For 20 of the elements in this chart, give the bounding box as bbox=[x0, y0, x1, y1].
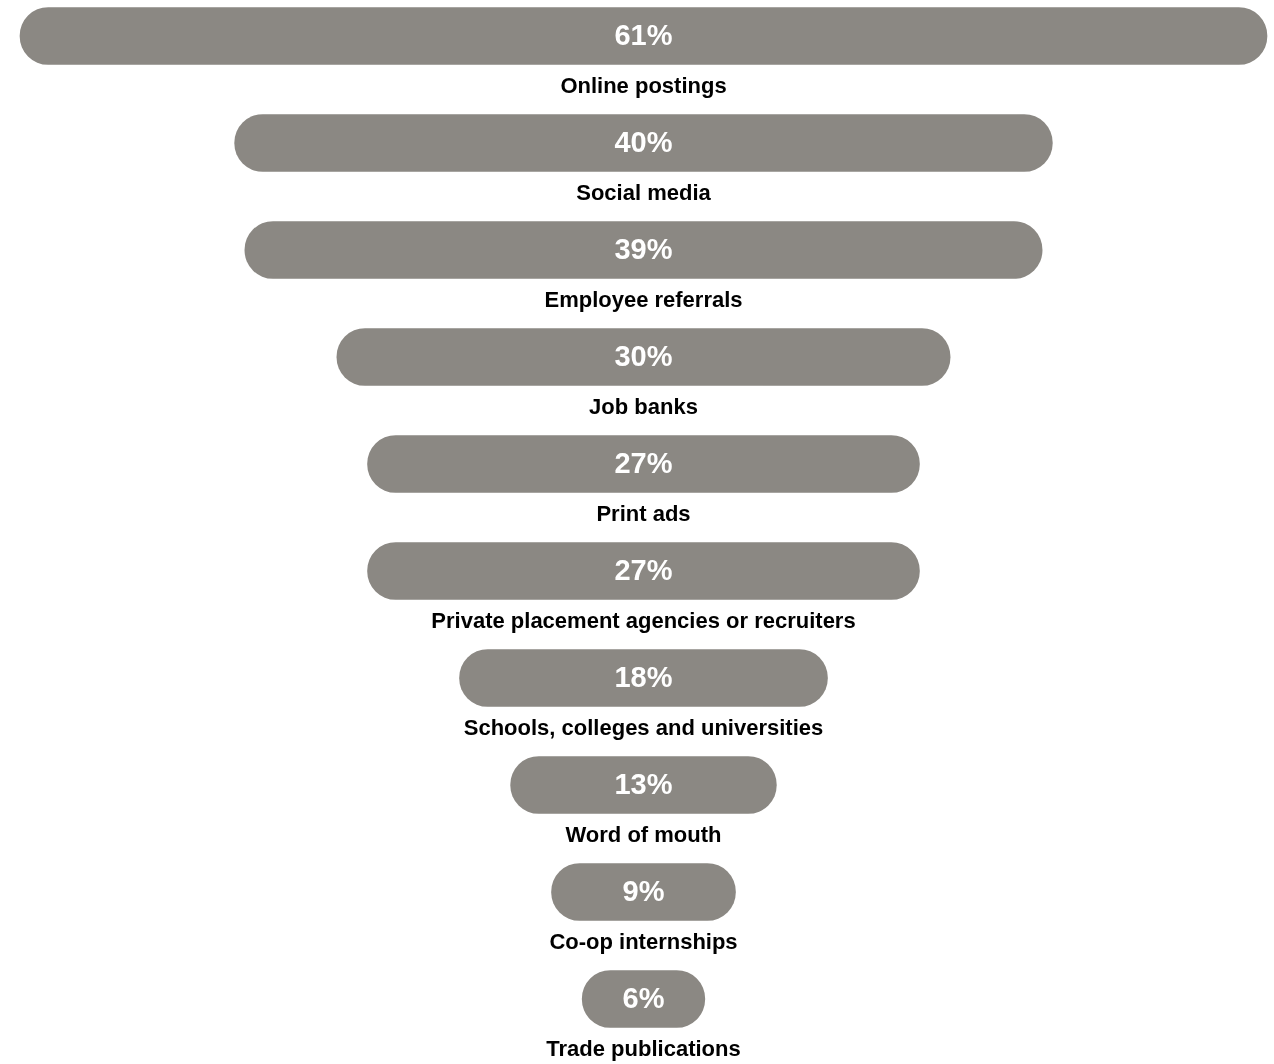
data-label: 27% bbox=[614, 447, 673, 479]
category-label: Co-op internships bbox=[549, 929, 738, 955]
data-label: 30% bbox=[614, 340, 673, 372]
category-label: Private placement agencies or recruiters bbox=[431, 608, 856, 634]
category-label: Trade publications bbox=[546, 1036, 741, 1062]
data-label: 18% bbox=[614, 661, 673, 693]
data-label: 13% bbox=[614, 768, 673, 800]
data-label: 9% bbox=[622, 875, 665, 907]
category-label: Print ads bbox=[596, 501, 691, 527]
data-label: 40% bbox=[614, 126, 673, 158]
category-label: Employee referrals bbox=[544, 287, 743, 313]
category-label: Word of mouth bbox=[565, 822, 722, 848]
category-label: Job banks bbox=[589, 394, 698, 420]
category-label: Social media bbox=[576, 180, 712, 206]
data-label: 61% bbox=[614, 19, 673, 51]
category-label: Online postings bbox=[560, 73, 727, 99]
data-label: 6% bbox=[622, 982, 665, 1014]
category-label: Schools, colleges and universities bbox=[463, 715, 824, 741]
data-label: 39% bbox=[614, 233, 673, 265]
data-label: 27% bbox=[614, 554, 673, 586]
